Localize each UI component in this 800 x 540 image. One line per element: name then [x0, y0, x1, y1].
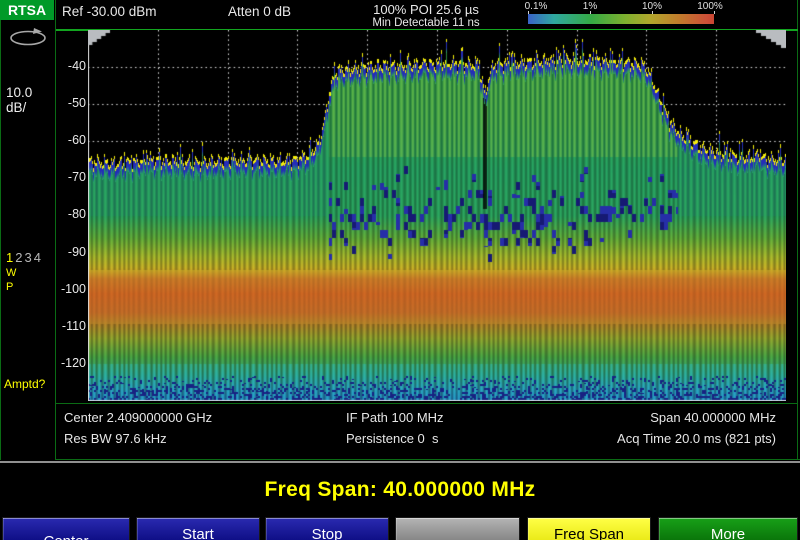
colorbar-tick-label: 0.1%	[524, 1, 548, 12]
softkey-bar: Center Start Stop Freq Span More	[0, 517, 800, 540]
left-sidebar: 10.0 dB/ 1234 W P Amptd?	[1, 20, 55, 460]
y-axis-label: -70	[67, 170, 86, 184]
colorbar-tick	[528, 11, 529, 14]
softkey-label: Center	[43, 533, 88, 540]
poi-label: 100% POI 25.6 µs	[373, 2, 479, 17]
frame-bottom	[0, 459, 800, 460]
span-annotation: Span 40.000000 MHz	[650, 410, 776, 425]
persistence-canvas	[88, 30, 786, 401]
colorbar-tick-label: 100%	[697, 1, 723, 12]
softkey-freq-span[interactable]: Freq Span	[527, 517, 651, 540]
y-axis-label: -80	[67, 207, 86, 221]
freq-span-readout: Freq Span: 40.000000 MHz	[264, 478, 536, 501]
rotary-knob-icon	[10, 28, 46, 46]
acq-time-annotation: Acq Time 20.0 ms (821 pts)	[617, 431, 776, 446]
persistence-annotation: Persistence 0 s	[346, 431, 439, 446]
sidebar-divider	[55, 0, 56, 460]
res-bw-annotation: Res BW 97.6 kHz	[64, 431, 167, 446]
frame-right	[797, 0, 798, 460]
amplitude-alert: Amptd?	[4, 377, 46, 391]
softkey-stop[interactable]: Stop	[265, 517, 389, 540]
annotation-bar: Center 2.409000000 GHz IF Path 100 MHz S…	[56, 403, 798, 460]
y-axis-label: -50	[67, 96, 86, 110]
colorbar-tick	[590, 11, 591, 14]
softkey-start[interactable]: Start	[136, 517, 260, 540]
y-axis-label: -90	[67, 245, 86, 259]
if-path-annotation: IF Path 100 MHz	[346, 410, 444, 425]
center-freq-annotation: Center 2.409000000 GHz	[64, 410, 213, 425]
colorbar-gradient	[528, 14, 714, 24]
active-entry-bar: Freq Span: 40.000000 MHz	[0, 461, 800, 517]
softkey-label: More	[710, 526, 746, 540]
trace-state-write: W	[6, 267, 17, 279]
trace-state-p: P	[6, 281, 14, 293]
colorbar-tick	[714, 11, 715, 14]
colorbar-tick	[652, 11, 653, 14]
softkey-center[interactable]: Center	[2, 517, 130, 540]
softkey-more[interactable]: More	[658, 517, 798, 540]
scale-value: 10.0	[6, 85, 33, 100]
mode-badge[interactable]: RTSA	[0, 0, 54, 20]
trace-indicators: 1234	[6, 250, 43, 265]
poi-block: 100% POI 25.6 µs Min Detectable 11 ns	[338, 2, 514, 29]
y-axis-label: -60	[67, 133, 86, 147]
y-axis-label: -40	[67, 59, 86, 73]
softkey-label: Freq Span	[553, 526, 625, 540]
y-axis-label: -100	[60, 282, 86, 296]
y-axis-label: -110	[61, 319, 86, 333]
atten-label: Atten 0 dB	[228, 4, 292, 19]
colorbar-tick-label: 1%	[582, 1, 598, 12]
trace-active: 1	[6, 250, 16, 265]
y-axis-label: -120	[60, 356, 86, 370]
scale-per-div: 10.0 dB/	[6, 85, 32, 115]
softkey-label: Start	[182, 526, 214, 540]
frame-left	[0, 0, 1, 460]
density-colorbar: 0.1% 1% 10% 100%	[524, 0, 723, 26]
softkey-label: Stop	[311, 526, 343, 540]
ref-level-label: Ref -30.00 dBm	[62, 4, 157, 19]
scale-unit: dB/	[6, 100, 27, 115]
softkey-blank[interactable]	[395, 517, 520, 540]
trace-inactive: 234	[15, 250, 43, 265]
min-detectable-label: Min Detectable 11 ns	[372, 17, 480, 29]
colorbar-tick-label: 10%	[641, 1, 663, 12]
